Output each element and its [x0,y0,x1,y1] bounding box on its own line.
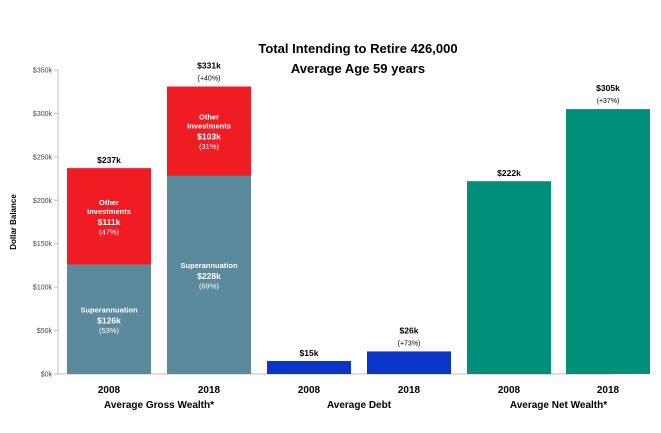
y-tick-label: $100k [33,285,53,292]
y-axis-label: Dollar Balance [9,194,18,250]
segment-label: Other [99,198,119,207]
x-tick-label: 2008 [298,385,321,396]
segment-pct-label: (31%) [199,142,220,151]
bar-change-label: (+73%) [398,340,421,347]
segment-label: Superannuation [180,261,238,270]
x-tick-label: 2018 [597,385,620,396]
bar-segment-other_investments [67,168,151,265]
y-tick-label: $350k [33,68,53,75]
bar-segment-debt [367,351,451,374]
y-tick-label: $300k [33,111,53,118]
bar-total-label: $26k [400,325,419,335]
segment-label: Investments [87,207,131,216]
segment-value-label: $126k [97,315,121,325]
segment-label: Other [199,113,219,122]
x-tick-label: 2018 [198,385,221,396]
x-tick-label: 2018 [398,385,421,396]
y-tick-label: $50k [37,328,53,335]
x-tick-label: 2008 [498,385,521,396]
bar-change-label: (+37%) [597,98,620,105]
bar-segment-net_wealth [566,109,650,374]
group-label: Average Gross Wealth* [104,400,214,411]
labels-layer: Superannuation$126k(53%)OtherInvestments… [80,61,620,411]
bar-segment-superannuation [67,264,151,374]
bar-segment-other_investments [167,86,251,176]
bar-segment-net_wealth [467,181,551,374]
bar-total-label: $331k [197,61,221,71]
chart-title: Total Intending to Retire 426,000 [258,41,457,56]
y-tick-label: $250k [33,154,53,161]
bar-total-label: $237k [97,155,121,165]
chart-subtitle: Average Age 59 years [291,61,425,76]
segment-value-label: $103k [197,132,221,142]
bar-segment-superannuation [167,175,251,374]
bar-total-label: $305k [596,83,620,93]
segment-label: Superannuation [80,305,138,314]
bar-total-label: $222k [497,168,521,178]
segment-value-label: $111k [98,217,121,227]
bar-segment-debt [267,360,351,374]
y-tick-label: $150k [33,241,53,248]
bar-total-label: $15k [300,348,319,358]
group-label: Average Net Wealth* [510,400,607,411]
segment-pct-label: (69%) [199,281,220,290]
segment-label: Investments [187,122,231,131]
y-tick-label: $200k [33,198,53,205]
x-tick-label: 2008 [98,385,121,396]
bars-layer [67,86,650,374]
segment-value-label: $228k [197,271,221,281]
bar-change-label: (+40%) [198,76,221,83]
segment-pct-label: (53%) [99,326,120,335]
group-label: Average Debt [327,400,392,411]
y-tick-label: $0k [41,372,53,379]
segment-pct-label: (47%) [99,227,120,236]
